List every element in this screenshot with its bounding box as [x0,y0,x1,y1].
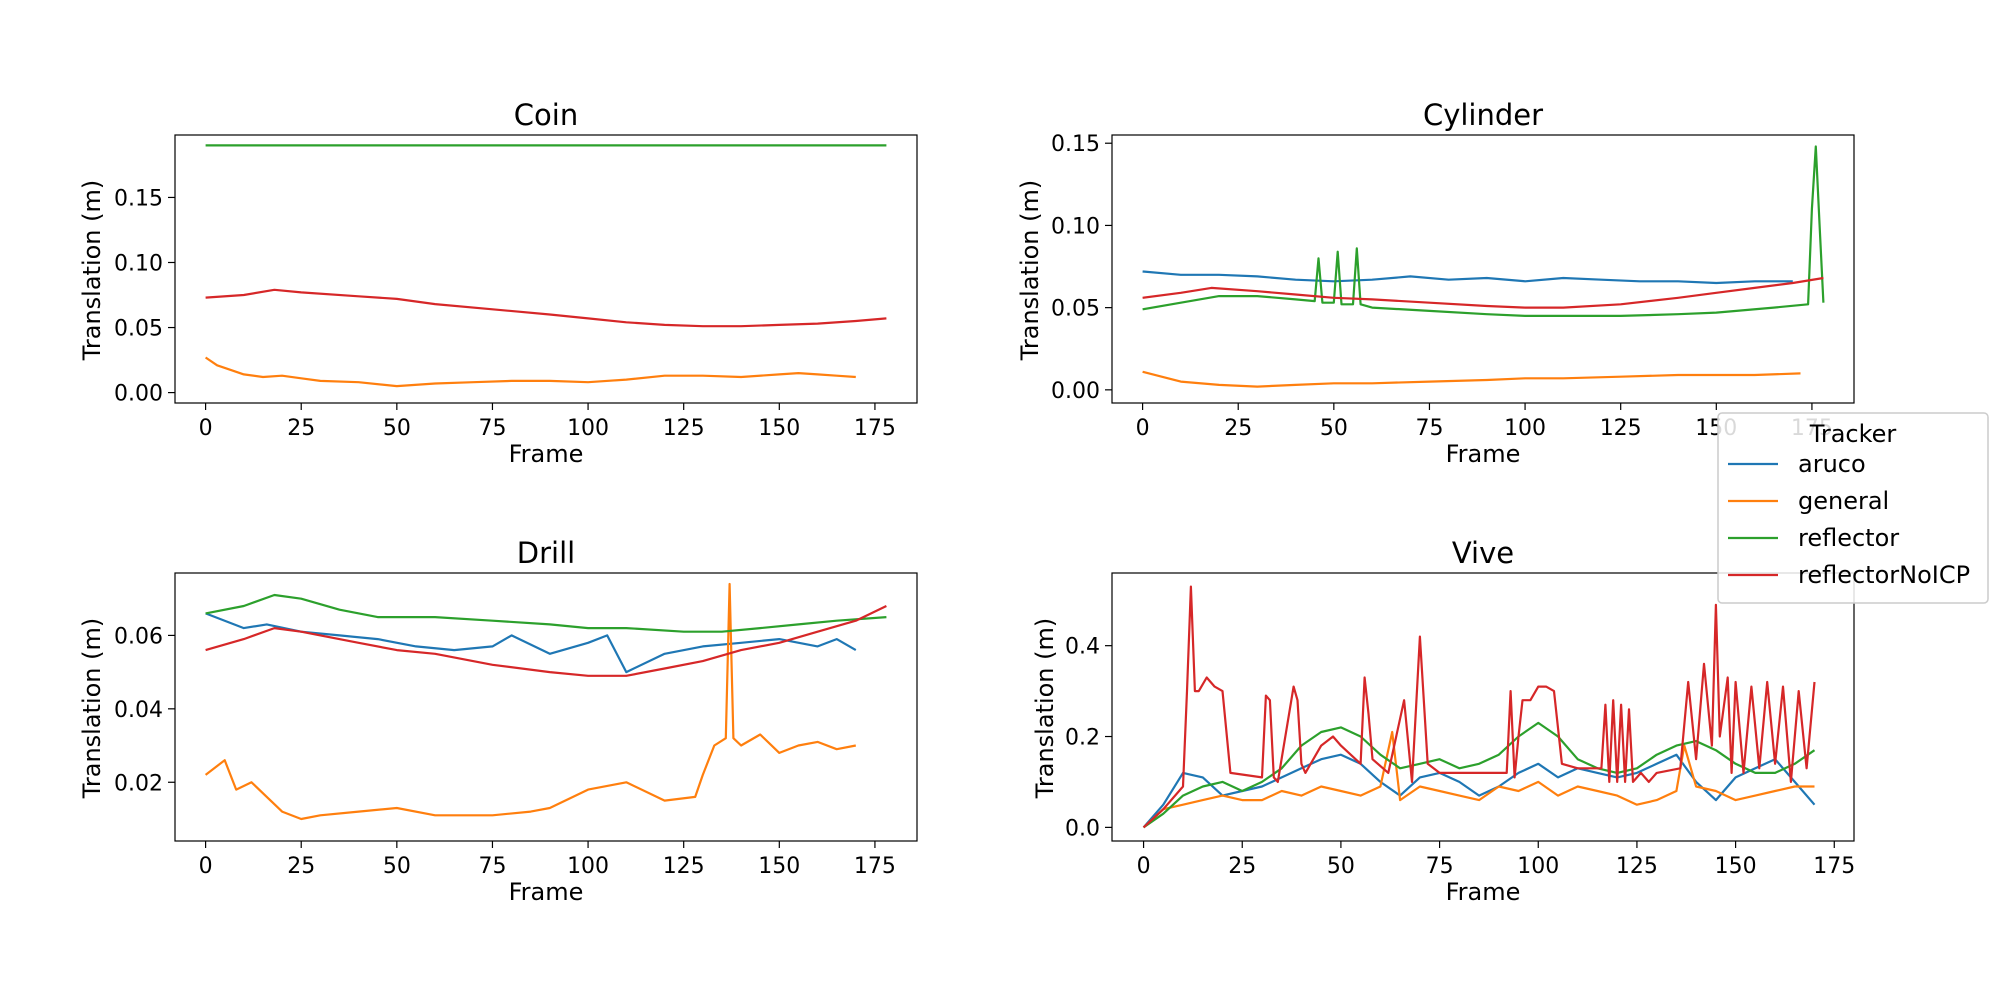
y-tick-label: 0.05 [1051,297,1100,322]
x-tick-label: 175 [854,416,896,441]
x-tick-label: 100 [567,416,609,441]
series-line-reflectornoicp [1142,276,1824,309]
subplot-drill: Drill Frame Translation (m) 0 25 50 75 100 12… [78,536,918,906]
x-tick-label: 0 [1137,854,1151,879]
y-tick-label: 0.04 [114,698,163,723]
y-tick-label: 0.15 [1051,132,1100,157]
x-tick-label: 75 [1426,854,1454,879]
legend-item-reflector: reflector [1728,524,1899,552]
series-line-aruco [205,612,857,674]
x-tick-label: 100 [1517,854,1559,879]
x-axis-label: Frame [509,878,584,906]
series-line-general [1142,370,1801,388]
x-tick-label: 25 [287,854,315,879]
series-line-reflectornoicp [205,605,887,677]
x-tick-label: 0 [199,854,213,879]
x-tick-label: 50 [383,854,411,879]
plot-frame [1111,572,1855,842]
y-axis-label: Translation (m) [78,618,106,800]
x-tick-label: 25 [287,416,315,441]
x-tick-label: 50 [383,416,411,441]
x-tick-label: 100 [567,854,609,879]
series-line-general [204,582,857,821]
plot-area: 0 25 50 75 100 125 150 175 0.00 0.05 0.10 0.15 [114,134,918,441]
x-axis-label: Frame [509,440,584,468]
x-tick-label: 150 [758,854,800,879]
legend-frame [1717,412,1989,604]
y-tick-label: 0.0 [1065,816,1100,841]
y-tick-label: 0.06 [114,624,163,649]
y-tick-label: 0.10 [1051,214,1100,239]
legend-label: reflectorNoICP [1798,561,1970,589]
legend-entries: aruco general reflector reflectorNoICP [1728,450,1970,589]
subplot-vive: Vive Frame Translation (m) 0 25 50 75 100 125… [1031,536,1855,906]
x-tick-label: 50 [1327,854,1355,879]
y-axis-label: Translation (m) [78,180,106,362]
series-line-reflector [205,593,887,633]
y-tick-label: 0.02 [114,771,163,796]
series-lines [204,582,887,821]
y-tick-label: 0.10 [114,251,163,276]
x-tick-label: 125 [663,416,705,441]
x-tick-label: 175 [854,854,896,879]
x-tick-label: 125 [1600,416,1642,441]
x-tick-label: 25 [1224,416,1252,441]
subplot-title: Vive [1452,536,1514,570]
legend-item-reflectornoicp: reflectorNoICP [1728,561,1970,589]
legend-title: Tracker [1809,420,1897,448]
series-line-general [1142,730,1815,829]
x-tick-label: 50 [1320,416,1348,441]
x-tick-label: 175 [1813,854,1855,879]
plot-frame [1111,134,1855,404]
y-tick-label: 0.15 [114,186,163,211]
legend-item-general: general [1728,487,1889,515]
series-lines [204,144,887,388]
subplot-title: Coin [514,98,578,132]
series-line-reflector [1142,721,1816,829]
legend-label: aruco [1798,450,1866,478]
x-tick-label: 150 [758,416,800,441]
y-tick-label: 0.4 [1065,635,1100,660]
y-axis-label: Translation (m) [1031,618,1059,800]
y-tick-label: 0.05 [114,317,163,342]
y-axis-label: Translation (m) [1016,180,1044,362]
subplot-title: Drill [517,536,575,570]
x-tick-label: 75 [478,416,506,441]
plot-frame [174,134,918,404]
legend: Tracker aruco general reflector reflectorNo… [1717,412,1989,604]
y-tick-label: 0.2 [1065,726,1100,751]
subplot-coin: Coin Frame Translation (m) 0 25 50 75 100 125… [78,98,918,468]
x-axis-label: Frame [1446,440,1521,468]
x-tick-label: 125 [1616,854,1658,879]
series-line-reflectornoicp [1142,585,1816,829]
x-tick-label: 0 [1136,416,1150,441]
series-lines [1142,145,1825,388]
series-line-aruco [1142,270,1793,285]
plot-frame [174,572,918,842]
x-tick-label: 25 [1228,854,1256,879]
series-line-general [204,356,856,388]
x-tick-label: 125 [663,854,705,879]
legend-label: reflector [1798,524,1899,552]
x-axis-label: Frame [1446,878,1521,906]
x-tick-label: 75 [1415,416,1443,441]
legend-item-aruco: aruco [1728,450,1866,478]
y-tick-label: 0.00 [1051,379,1100,404]
subplot-title: Cylinder [1423,98,1543,132]
plot-area: 0 25 50 75 100 125 150 175 0.02 0.04 0.06 [114,572,918,879]
plot-area: 0 25 50 75 100 125 150 175 0.0 0.2 0.4 [1065,572,1855,879]
x-tick-label: 0 [199,416,213,441]
series-line-reflectornoicp [205,288,887,328]
series-line-reflector [1142,145,1825,317]
series-lines [1142,585,1816,829]
legend-label: general [1798,487,1889,515]
y-tick-label: 0.00 [114,382,163,407]
x-tick-label: 75 [478,854,506,879]
x-tick-label: 150 [1715,854,1757,879]
x-tick-label: 100 [1504,416,1546,441]
